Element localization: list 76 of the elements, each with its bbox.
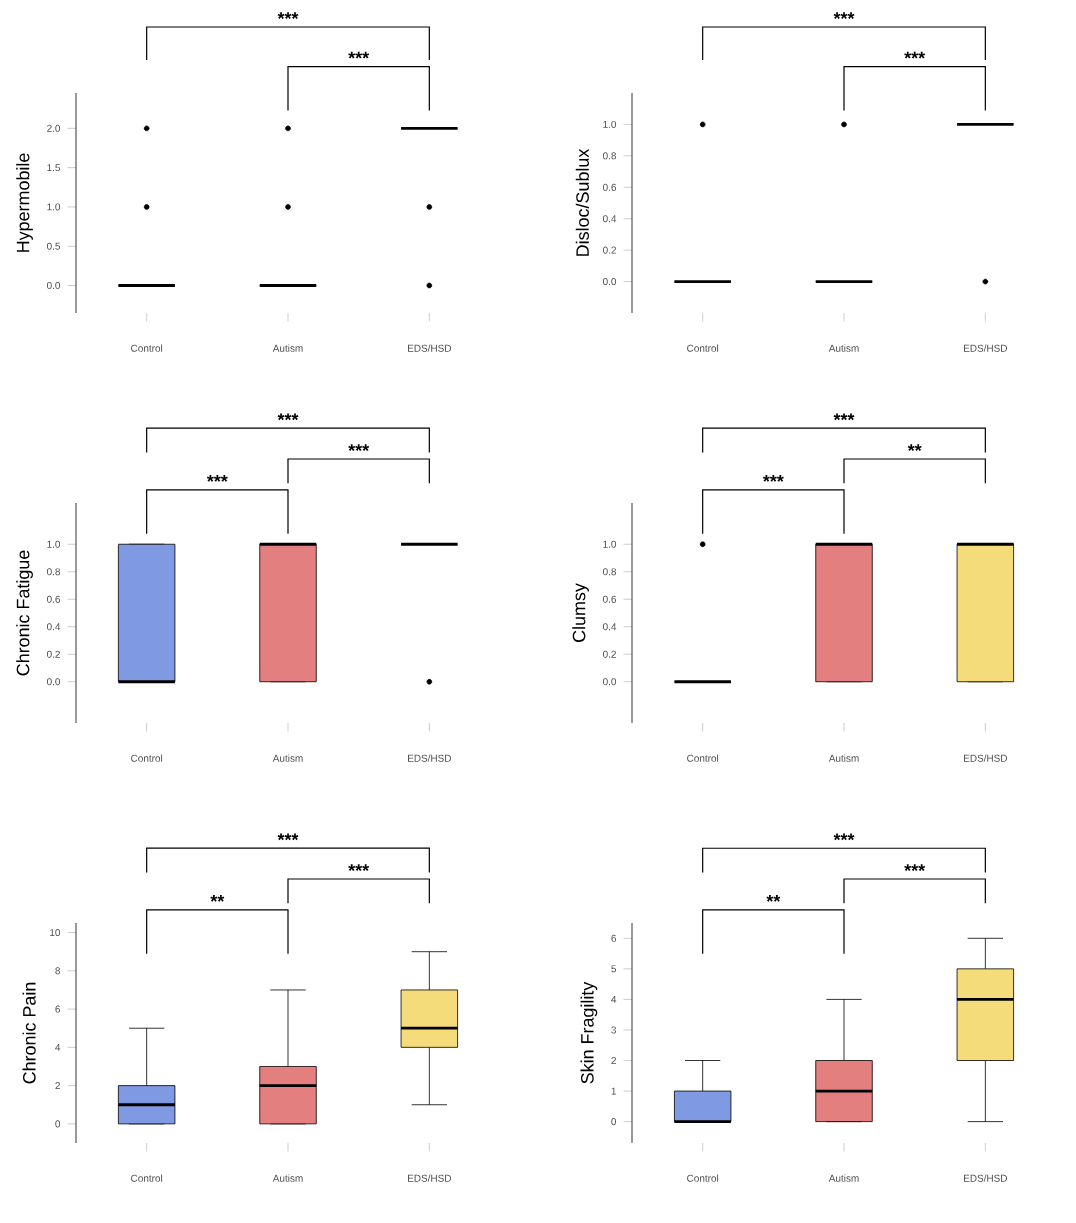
y-tick-label: 1.0	[603, 540, 617, 548]
y-tick-label: 8	[55, 967, 61, 975]
y-tick-label: 0.0	[602, 678, 617, 686]
text: ***	[348, 444, 370, 451]
y-tick-label: 0.0	[46, 281, 61, 290]
text: ***	[277, 833, 299, 841]
y-tick-label: 0.0	[602, 278, 617, 286]
y-axis-title: Chronic Fatigue	[16, 550, 33, 676]
y-tick-label: 2	[55, 1082, 60, 1090]
x-tick-label: Control	[131, 1174, 163, 1182]
x-tick-label: Control	[687, 344, 719, 352]
text: ***	[348, 51, 370, 59]
y-tick-label: 3	[611, 1026, 617, 1034]
text: **	[766, 895, 781, 902]
x-tick-label: EDS/HSD	[964, 754, 1008, 762]
text: **	[210, 895, 225, 902]
y-tick-label: 1.0	[603, 120, 617, 128]
text: ***	[206, 475, 228, 482]
y-tick-label: 0.4	[46, 623, 61, 631]
y-tick-label: 0	[611, 1118, 617, 1126]
x-tick-label: EDS/HSD	[964, 344, 1008, 352]
y-tick-label: 4	[611, 995, 617, 1003]
y-tick-label: 4	[55, 1043, 61, 1051]
y-tick-label: 0.2	[602, 650, 616, 658]
text: ***	[904, 51, 926, 59]
text: ***	[277, 12, 299, 19]
x-tick-label: EDS/HSD	[408, 1174, 451, 1182]
y-tick-label: 6	[55, 1005, 61, 1013]
text: ***	[833, 12, 855, 19]
y-tick-label: 5	[611, 965, 617, 973]
y-tick-label: 0.6	[46, 595, 61, 603]
y-axis-title: Disloc/Sublux	[575, 148, 589, 256]
y-tick-label: 2.0	[47, 124, 61, 132]
x-tick-label: Autism	[272, 344, 303, 352]
x-tick-label: Control	[131, 754, 163, 762]
y-tick-label: 0.5	[46, 242, 61, 250]
y-tick-label: 0.8	[46, 568, 61, 576]
x-tick-label: Autism	[828, 754, 859, 762]
text: ***	[904, 864, 926, 871]
text: ***	[277, 413, 299, 421]
y-axis-title: Skin Fragility	[580, 981, 598, 1084]
text: ***	[762, 475, 784, 482]
y-axis-title: Clumsy	[572, 583, 589, 642]
text: ***	[833, 413, 855, 421]
y-tick-label: 0.2	[46, 650, 60, 658]
y-tick-label: 0.8	[602, 152, 617, 160]
y-tick-label: 0	[55, 1120, 61, 1128]
y-tick-label: 0.0	[46, 678, 61, 686]
x-tick-label: Autism	[828, 1174, 859, 1182]
y-tick-label: 1.5	[47, 164, 61, 172]
x-tick-label: Control	[687, 1174, 719, 1182]
x-tick-label: Autism	[272, 1174, 303, 1182]
text: **	[907, 444, 922, 451]
y-tick-label: 10	[50, 929, 61, 937]
y-tick-label: 1.0	[47, 540, 61, 548]
y-tick-label: 0.6	[602, 183, 617, 191]
y-tick-label: 6	[611, 934, 617, 942]
y-tick-label: 1	[611, 1087, 616, 1095]
y-tick-label: 0.4	[602, 215, 617, 223]
x-tick-label: EDS/HSD	[408, 344, 451, 352]
y-tick-label: 0.4	[602, 623, 617, 631]
x-tick-label: EDS/HSD	[964, 1174, 1008, 1182]
text: ***	[348, 864, 370, 871]
x-tick-label: Autism	[272, 754, 303, 762]
y-axis-title: Hypermobile	[16, 153, 33, 252]
text: ***	[833, 833, 855, 841]
y-tick-label: 1.0	[47, 203, 61, 211]
x-tick-label: Control	[687, 754, 719, 762]
y-tick-label: 0.6	[602, 595, 617, 603]
y-axis-title: Chronic Pain	[22, 982, 36, 1084]
y-tick-label: 2	[611, 1057, 616, 1064]
y-tick-label: 0.8	[602, 568, 617, 576]
x-tick-label: Control	[131, 344, 163, 352]
y-tick-label: 0.2	[602, 246, 616, 254]
x-tick-label: EDS/HSD	[408, 754, 451, 762]
x-tick-label: Autism	[828, 344, 859, 352]
